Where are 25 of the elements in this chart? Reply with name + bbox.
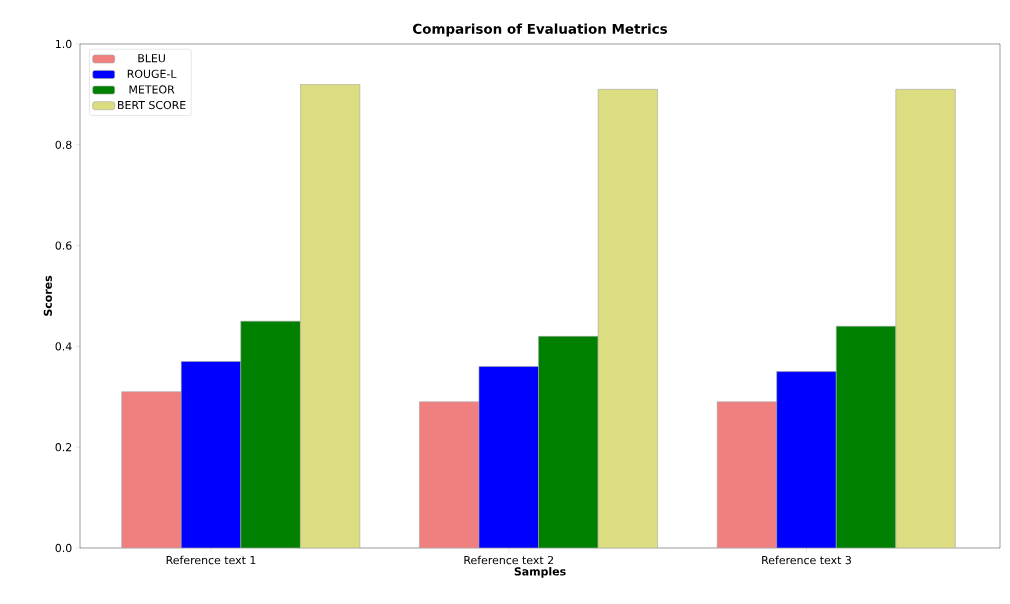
y-tick-label: 0.8 (55, 140, 72, 149)
y-tick-label: 1.0 (56, 39, 72, 49)
bar (121, 391, 182, 548)
bar (240, 320, 301, 548)
bar (538, 336, 599, 548)
y-tick-label: 0.2 (55, 443, 72, 452)
bar (180, 361, 242, 548)
y-tick-label: 0.6 (55, 241, 72, 250)
bar (419, 401, 480, 548)
bar (478, 366, 539, 548)
x-tick-label: Reference text 1 (166, 555, 256, 565)
legend-label: BLEU (138, 54, 165, 63)
bar (716, 401, 778, 548)
x-axis-title: Samples (514, 567, 566, 578)
legend-label: BERT SCORE (118, 100, 186, 110)
chart-title: Comparison of Evaluation Metrics (413, 23, 668, 37)
x-tick-label: Reference text 2 (464, 555, 554, 565)
bar (835, 325, 897, 548)
y-axis-title: Scores (43, 275, 52, 316)
x-tick-label: Reference text 3 (762, 555, 851, 565)
y-tick-label: 0.4 (55, 342, 72, 351)
legend-label: ROUGE-L (127, 69, 177, 78)
legend-label: METEOR (129, 85, 175, 94)
y-tick-label: 0.0 (55, 543, 72, 553)
bar (776, 371, 837, 548)
